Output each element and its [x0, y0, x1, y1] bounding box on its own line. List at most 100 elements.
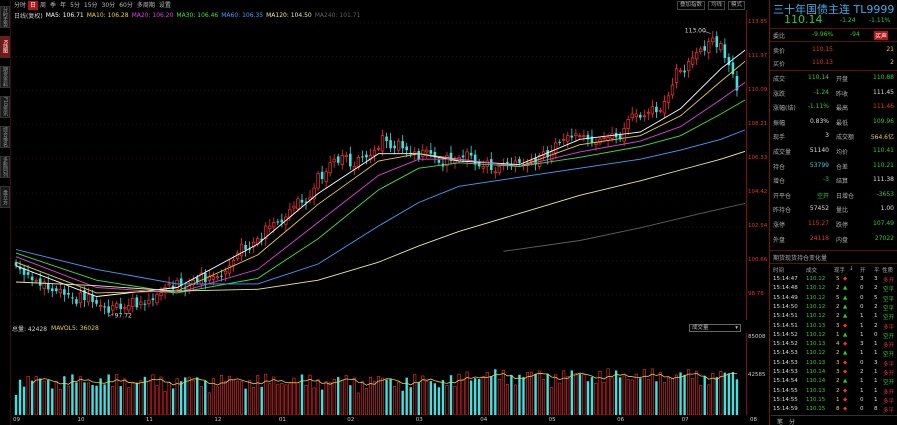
volume-bar — [264, 373, 268, 415]
tick-price: 110.12 — [806, 331, 826, 338]
volume-bar — [66, 385, 70, 415]
sell-label: 卖价 — [773, 48, 786, 55]
candle — [131, 293, 135, 313]
volume-bar — [111, 385, 115, 415]
stats-label: 跌停 — [836, 222, 849, 229]
candlestick-chart[interactable]: 113.00 97.72 — [12, 20, 745, 320]
tick-price: 110.13 — [806, 322, 826, 329]
volume-bar — [196, 377, 199, 415]
volume-chart[interactable] — [12, 333, 745, 415]
period-tab[interactable]: 季 — [50, 1, 57, 9]
volume-bar — [91, 384, 94, 415]
period-tab[interactable]: 年 — [60, 1, 67, 9]
toolbar-button[interactable]: 叠加指数 — [676, 1, 705, 10]
tick-time: 15:14:55 — [773, 396, 798, 403]
volume-bar — [232, 379, 236, 415]
arrow-up-icon: ▲ — [843, 331, 848, 338]
sidebar-tab[interactable]: F10资讯 — [0, 96, 10, 118]
ma-line-ma60 — [15, 129, 745, 285]
period-tab[interactable]: 多周期 — [136, 1, 155, 9]
volume-bar — [179, 381, 183, 415]
sell-row: 卖价 110.15 21 — [770, 45, 897, 55]
period-tab[interactable]: 30分 — [101, 1, 116, 9]
volume-bar — [501, 369, 505, 415]
period-tab[interactable]: 分时 — [14, 1, 27, 9]
volume-bar — [103, 384, 106, 415]
tick-row: 15:14:48 110.12 2 ▲ 0 2 空平 — [770, 284, 897, 293]
candle — [151, 293, 155, 307]
tab-minute[interactable]: 分 — [789, 419, 796, 425]
volume-tick-label: 85008 — [748, 333, 766, 340]
arrow-down-icon: ◆ — [843, 341, 848, 348]
volume-bar — [268, 383, 272, 415]
tick-nature: 空平 — [883, 296, 895, 303]
toolbar-button[interactable]: 模式 — [727, 1, 745, 10]
sidebar-tab[interactable]: 综合排名 — [0, 126, 10, 148]
candle — [248, 241, 251, 254]
volume-bar — [22, 386, 26, 415]
period-tab[interactable]: 周 — [40, 1, 47, 9]
candle — [276, 218, 280, 226]
stats-label: 结算 — [836, 178, 849, 186]
sidebar-tab[interactable]: K线图 — [0, 36, 10, 58]
stats-value: -3 — [823, 176, 829, 184]
toolbar-button[interactable]: 均线 — [707, 1, 725, 10]
tick-open: 1 — [860, 322, 864, 329]
volume-bar — [530, 371, 534, 415]
section-title[interactable]: 期货现货持仓变化量 — [773, 255, 828, 262]
candle — [340, 149, 344, 170]
volume-bar — [655, 381, 658, 415]
volume-bar — [99, 378, 102, 415]
indicator-dropdown-label: 成交量 — [692, 325, 709, 331]
tick-time: 15:14:49 — [773, 294, 798, 301]
stats-label: 涨停 — [773, 222, 786, 229]
stats-value: 110.88 — [873, 74, 894, 81]
indicator-dropdown[interactable]: 成交量 ▾ — [689, 324, 741, 332]
volume-bar — [223, 381, 227, 415]
candle — [332, 154, 336, 168]
period-tab[interactable]: 60分 — [119, 1, 133, 9]
period-tab[interactable]: 日 — [28, 0, 39, 10]
candle — [546, 146, 549, 165]
candle — [493, 166, 497, 179]
sidebar-tab[interactable]: 期货资料 — [0, 66, 10, 88]
low-annotation: 97.72 — [115, 312, 132, 319]
candle — [602, 131, 606, 143]
weibi-tag[interactable]: 买声 — [874, 31, 889, 40]
volume-bar — [155, 385, 159, 415]
period-tab[interactable]: 15分 — [83, 1, 98, 9]
volume-bar — [316, 379, 320, 415]
tick-volume: 3 — [836, 359, 840, 366]
period-tab[interactable]: 设置 — [158, 1, 171, 9]
volume-bar — [296, 382, 300, 415]
price-tick-label: 113.85 — [748, 18, 768, 25]
stats-row: 增仓 -3 结算 111.38 — [770, 175, 897, 185]
tick-price: 110.12 — [806, 350, 826, 357]
sidebar-tab[interactable]: 盘立方 — [0, 186, 10, 208]
candle — [437, 157, 441, 166]
period-tab[interactable]: 5分 — [70, 1, 80, 9]
candle — [376, 145, 381, 152]
arrow-up-icon: ▲ — [843, 313, 848, 320]
stats-label: 开盘 — [836, 76, 849, 83]
volume-bar — [731, 372, 735, 415]
volume-bar — [389, 378, 392, 415]
volume-bar — [372, 381, 376, 415]
sidebar-tab[interactable]: 分时走势 — [0, 6, 10, 28]
volume-bar — [510, 374, 513, 415]
volume-total: 总量: 42428 — [12, 325, 48, 333]
arrow-down-icon: ◆ — [843, 396, 848, 403]
stats-row: 成交 110.14 开盘 110.88 — [770, 73, 897, 83]
tick-close: 0 — [874, 331, 878, 338]
date-tick-label: 12 — [214, 417, 222, 423]
volume-bar — [707, 384, 711, 415]
sidebar-tab[interactable]: 多股同列 — [0, 156, 10, 178]
candle — [473, 149, 477, 171]
candle — [63, 285, 66, 302]
tab-ticks[interactable]: 笔 — [777, 419, 784, 425]
tick-price: 110.12 — [806, 294, 826, 301]
volume-bar — [711, 373, 715, 415]
tick-open: 1 — [860, 350, 864, 357]
volume-bar — [248, 380, 252, 415]
tick-volume: 2 — [836, 350, 840, 357]
